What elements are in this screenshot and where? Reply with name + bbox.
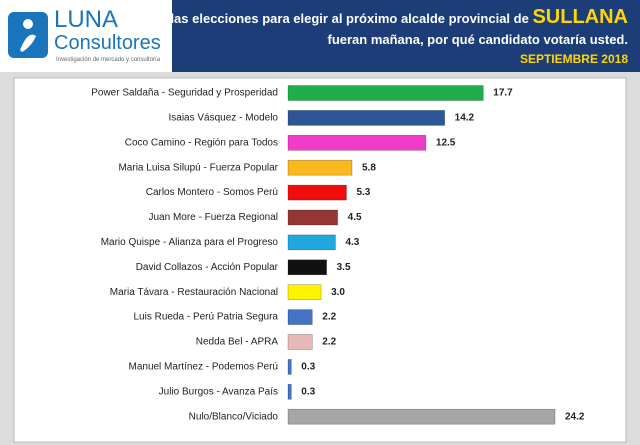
category-label: Nulo/Blanco/Viciado [189, 411, 279, 422]
title-text: Si las elecciones para elegir al próximo… [154, 11, 529, 26]
date: SEPTIEMBRE 2018 [519, 52, 628, 66]
category-label: Isaias Vásquez - Modelo [168, 113, 278, 124]
value-label: 14.2 [455, 113, 475, 124]
category-label: Nedda Bel - APRA [196, 337, 279, 348]
category-label: Mario Quispe - Alianza para el Progreso [101, 237, 279, 248]
bar [287, 309, 313, 325]
bar [287, 259, 327, 276]
category-label: Maria Távara - Restauración Nacional [110, 287, 278, 298]
value-label: 12.5 [436, 137, 456, 148]
chart: Power Saldaña - Seguridad y Prosperidad 1… [13, 77, 627, 443]
category-label: Coco Camino - Región para Todos [125, 137, 278, 148]
header-banner: Si las elecciones para elegir al próximo… [155, 0, 640, 72]
value-label: 4.5 [348, 212, 362, 223]
category-label: Luis Rueda - Perú Patria Segura [133, 312, 278, 323]
value-label: 5.8 [362, 162, 376, 173]
category-label: Carlos Montero - Somos Perú [146, 187, 278, 198]
category-label: Manuel Martínez - Podemos Perú [128, 362, 278, 373]
bar [287, 284, 322, 300]
logo-sub: Consultores [54, 32, 161, 54]
value-label: 0.3 [301, 386, 315, 397]
category-label: Power Saldaña - Seguridad y Prosperidad [91, 88, 278, 99]
value-label: 2.2 [322, 337, 336, 348]
bar [287, 85, 484, 101]
bar [287, 234, 336, 251]
title-line: Si las elecciones para elegir al próximo… [155, 6, 628, 29]
bar [287, 159, 353, 176]
value-label: 2.2 [322, 312, 336, 323]
value-label: 24.2 [565, 411, 585, 422]
logo-brand: LUNA [54, 6, 119, 33]
bar [287, 209, 338, 226]
category-label: David Collazos - Acción Popular [136, 262, 279, 273]
value-label: 3.5 [337, 262, 351, 273]
logo: LUNA Consultores Investigación de mercad… [0, 0, 172, 72]
bar [287, 134, 427, 151]
bar [287, 408, 556, 425]
bar [287, 184, 347, 201]
logo-tagline: Investigación de mercado y consultoría [56, 57, 161, 63]
bar [287, 359, 292, 375]
category-label: Maria Luisa Silupú - Fuerza Popular [118, 162, 278, 173]
bar [287, 334, 313, 350]
logo-icon [8, 12, 48, 58]
value-label: 17.7 [493, 88, 513, 99]
value-label: 4.3 [345, 237, 359, 248]
title-highlight: SULLANA [532, 6, 628, 28]
title-line: fueran mañana, por qué candidato votaría… [327, 32, 628, 47]
category-label: Julio Burgos - Avanza País [159, 386, 278, 397]
value-label: 0.3 [301, 362, 315, 373]
bar [287, 383, 292, 400]
value-label: 5.3 [356, 187, 370, 198]
bar [287, 110, 445, 126]
category-label: Juan More - Fuerza Regional [148, 212, 278, 223]
value-label: 3.0 [331, 287, 345, 298]
